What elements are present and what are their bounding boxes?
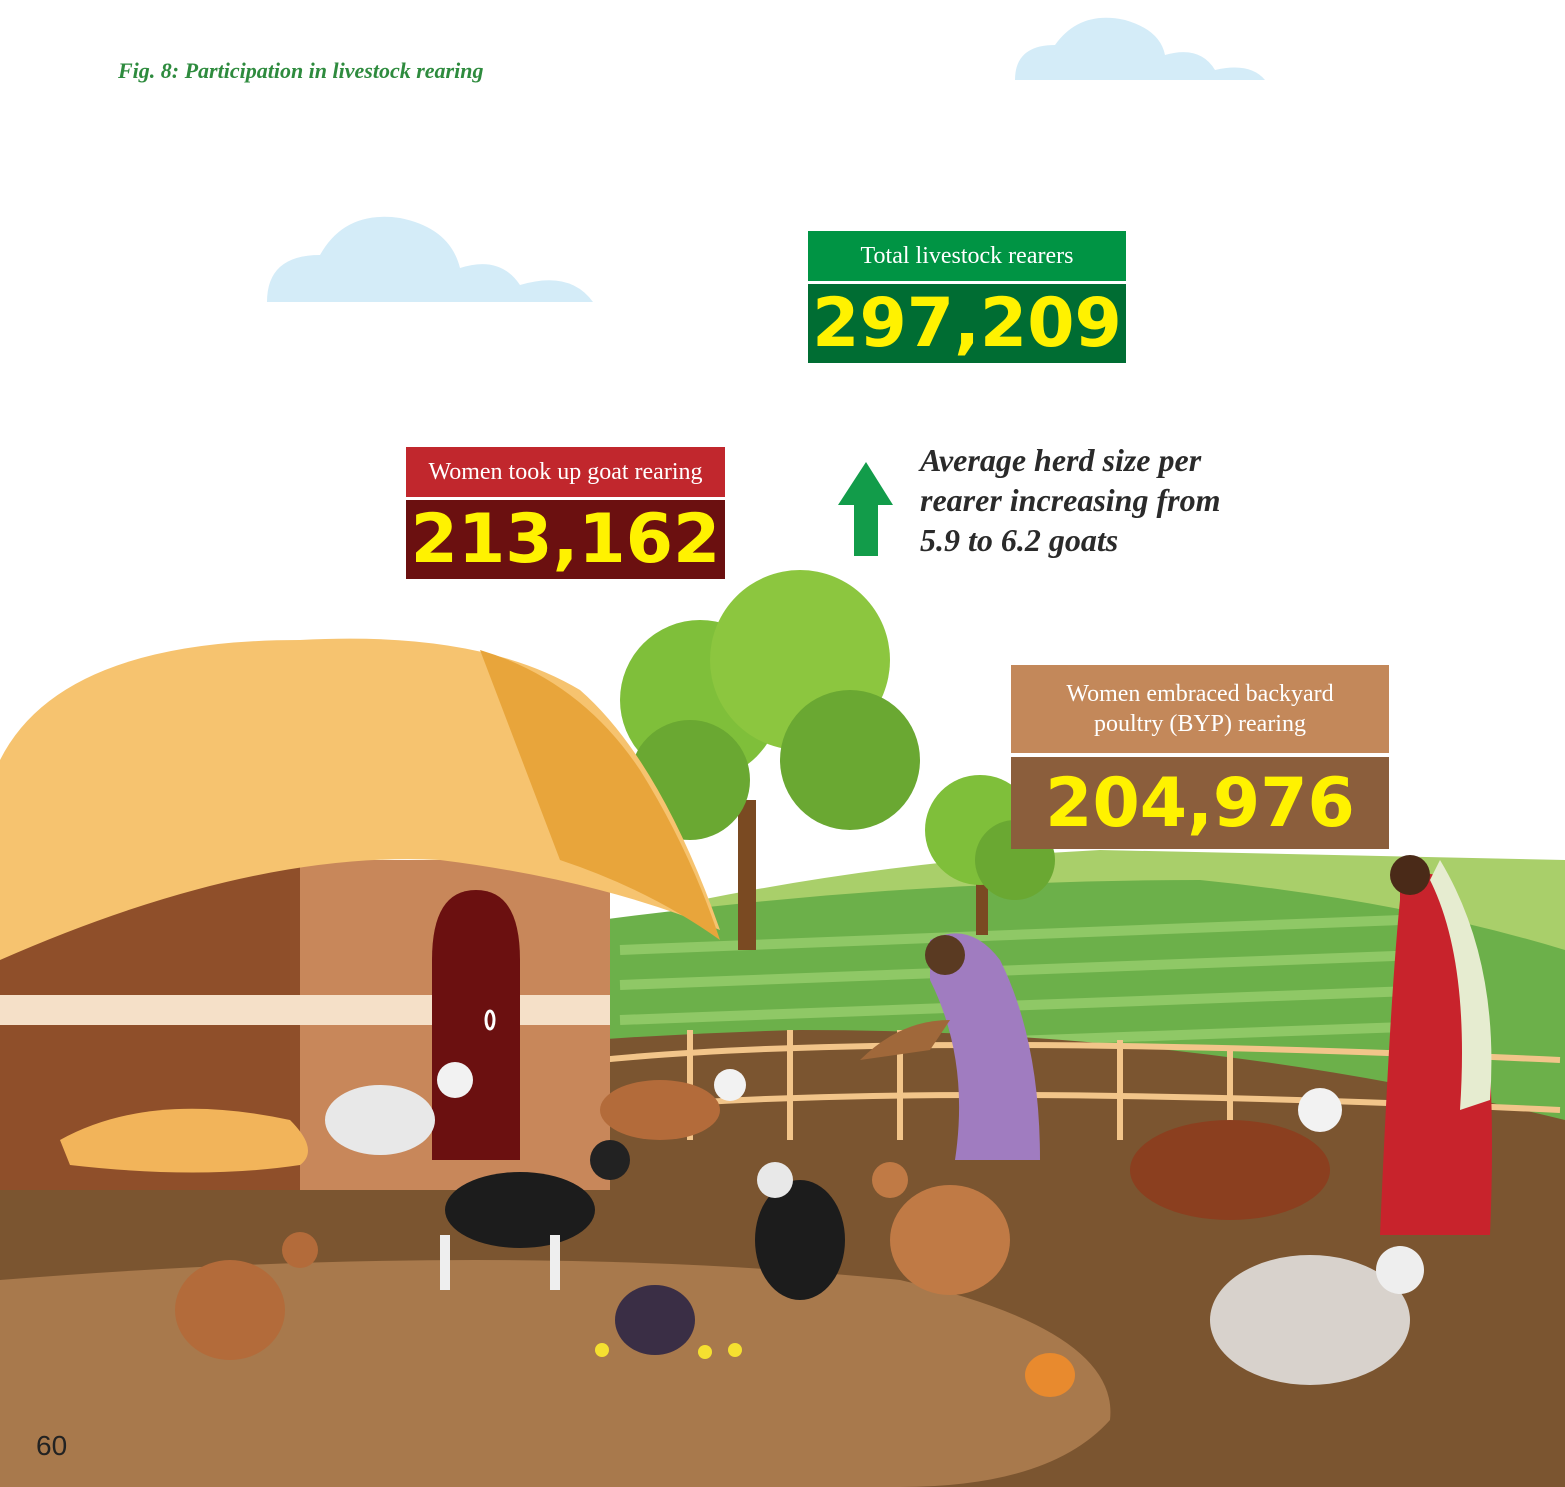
stat-value: 213,162 [406, 500, 725, 579]
up-arrow [838, 462, 893, 556]
stat-label: Women embraced backyard poultry (BYP) re… [1011, 665, 1389, 753]
stat-label: Total livestock rearers [808, 231, 1126, 281]
stat-value: 297,209 [808, 284, 1126, 363]
cloud [1015, 18, 1265, 80]
stat-value: 204,976 [1011, 757, 1389, 849]
page-number: 60 [36, 1430, 67, 1462]
stat-label: Women took up goat rearing [406, 447, 725, 497]
cloud [267, 217, 593, 302]
page: {"caption": "Fig. 8: Participation in li… [0, 0, 1565, 1487]
herd-size-note: Average herd size per rearer increasing … [920, 440, 1260, 560]
figure-caption: Fig. 8: Participation in livestock reari… [118, 58, 483, 84]
